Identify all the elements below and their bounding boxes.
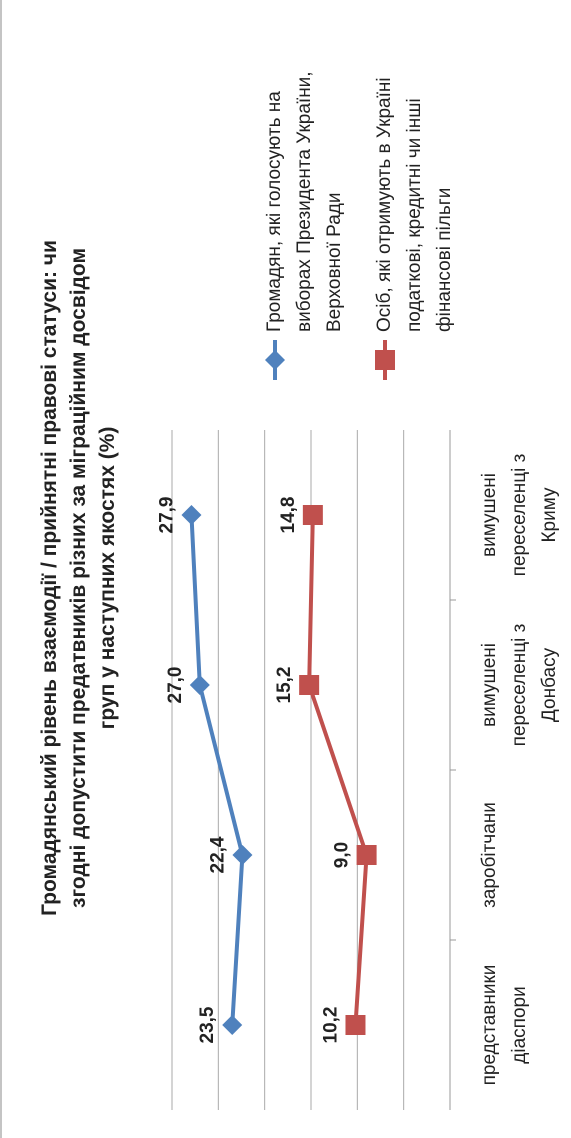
point (302, 505, 323, 525)
legend-label: Громадян, які голосують на виборах Презид… (264, 71, 345, 332)
data-label: 27,0 (165, 667, 186, 704)
series-line (307, 514, 369, 1026)
x-tick-label: заробітчани (479, 802, 500, 908)
legend-label: Осіб, які отримують в Україні податкові, … (374, 77, 455, 332)
point (232, 845, 253, 865)
x-tick-label: представники діаспори (479, 965, 530, 1086)
data-label: 9,0 (332, 842, 353, 868)
point (299, 675, 320, 695)
point (181, 505, 202, 525)
data-label: 10,2 (320, 1007, 341, 1044)
data-label: 15,2 (274, 667, 295, 704)
rotated-chart: Громадянський рівень взаємодії / прийнят… (38, 71, 560, 1110)
point (356, 845, 377, 865)
point (189, 675, 210, 695)
point (345, 1015, 366, 1035)
data-label: 27,9 (156, 497, 177, 534)
x-tick-label: вимушені переселенці з Криму (479, 454, 560, 577)
chart-title: Громадянський рівень взаємодії / прийнят… (38, 240, 119, 916)
point (265, 350, 285, 370)
data-label: 22,4 (207, 836, 228, 873)
data-label: 23,5 (197, 1006, 218, 1043)
x-tick-label: вимушені переселенці з Донбасу (479, 624, 560, 747)
data-label: 14,8 (278, 497, 299, 534)
point (222, 1015, 243, 1035)
point (375, 350, 395, 370)
series-line (189, 514, 245, 1026)
